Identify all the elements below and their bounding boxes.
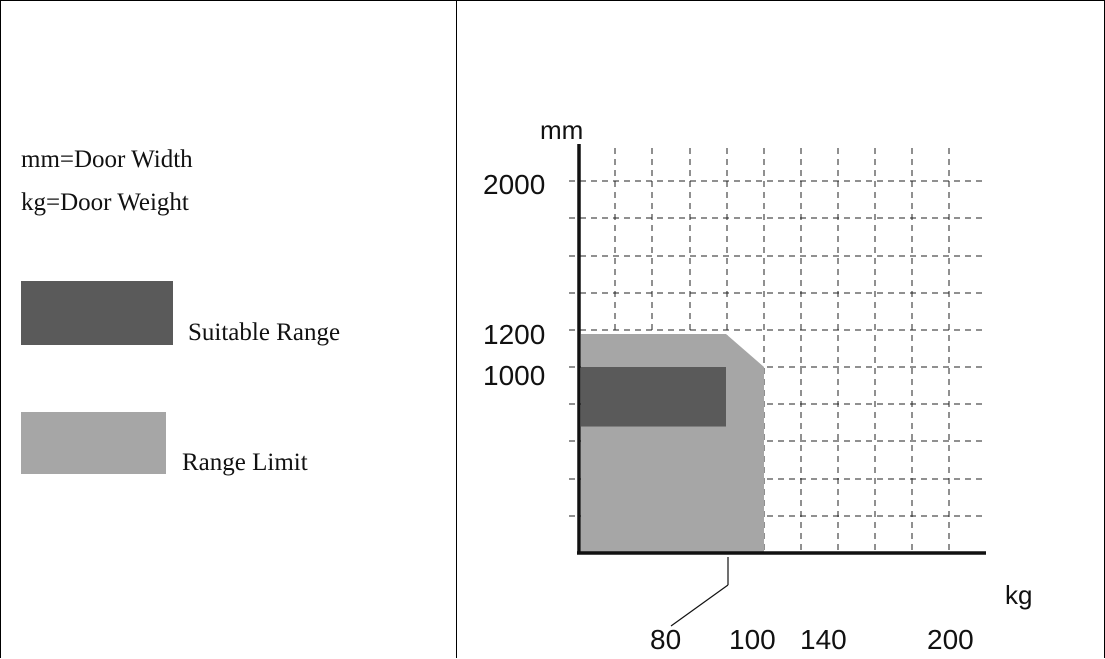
y-tick-label-1000: 1000 <box>483 360 545 391</box>
range-limit-region <box>581 334 764 553</box>
width-definition: mm=Door Width <box>21 146 193 173</box>
range-limit-label: Range Limit <box>182 449 308 476</box>
chart-cell: mm kg 2000 1200 1000 80 100 140 200 <box>456 0 1105 658</box>
suitable-range-region <box>581 367 726 427</box>
legend-cell: mm=Door Width kg=Door Weight Suitable Ra… <box>0 0 456 658</box>
weight-definition: kg=Door Weight <box>21 189 189 216</box>
x-tick-label-100: 100 <box>729 624 776 655</box>
range-limit-swatch <box>21 412 166 474</box>
x-tick-label-200: 200 <box>927 624 974 655</box>
door-range-chart: mm kg 2000 1200 1000 80 100 140 200 <box>483 115 1032 655</box>
suitable-range-swatch <box>21 281 173 345</box>
y-tick-label-1200: 1200 <box>483 319 545 350</box>
y-axis-label: mm <box>540 115 583 145</box>
x-tick-label-140: 140 <box>800 624 847 655</box>
x-axis-label: kg <box>1005 580 1032 610</box>
y-tick-label-2000: 2000 <box>483 169 545 200</box>
x-tick-label-80: 80 <box>650 624 681 655</box>
leader-line-80-slant <box>670 584 729 627</box>
suitable-range-label: Suitable Range <box>188 319 341 346</box>
